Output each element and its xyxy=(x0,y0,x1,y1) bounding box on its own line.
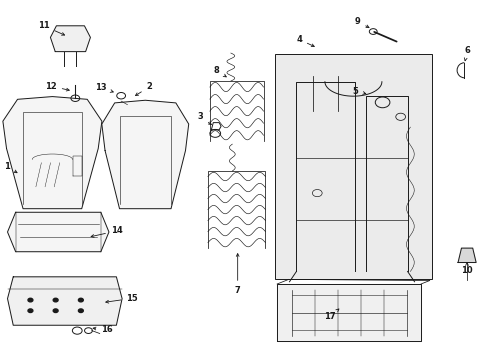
Polygon shape xyxy=(7,277,122,325)
Circle shape xyxy=(53,309,58,312)
Text: 2: 2 xyxy=(135,82,152,95)
Text: 11: 11 xyxy=(38,21,64,35)
Text: 5: 5 xyxy=(352,86,365,95)
Text: 13: 13 xyxy=(95,83,113,93)
Polygon shape xyxy=(277,284,420,341)
Text: 8: 8 xyxy=(213,66,226,77)
Text: 15: 15 xyxy=(105,294,138,303)
Polygon shape xyxy=(7,212,109,252)
FancyBboxPatch shape xyxy=(274,54,431,279)
Text: 3: 3 xyxy=(197,112,211,125)
Text: 12: 12 xyxy=(45,82,69,91)
Polygon shape xyxy=(102,100,188,209)
Text: 7: 7 xyxy=(234,254,240,295)
Text: 14: 14 xyxy=(91,226,122,237)
Circle shape xyxy=(28,309,33,312)
Text: 10: 10 xyxy=(461,262,472,275)
Circle shape xyxy=(78,309,83,312)
Text: 9: 9 xyxy=(354,17,368,28)
Text: 4: 4 xyxy=(296,35,314,46)
Circle shape xyxy=(28,298,33,302)
Text: 17: 17 xyxy=(324,309,338,321)
Text: 16: 16 xyxy=(93,325,113,334)
Text: 1: 1 xyxy=(3,162,17,173)
Circle shape xyxy=(78,298,83,302)
Polygon shape xyxy=(457,248,475,262)
Polygon shape xyxy=(50,26,90,51)
Text: 6: 6 xyxy=(464,46,469,61)
Circle shape xyxy=(53,298,58,302)
Polygon shape xyxy=(3,96,102,209)
